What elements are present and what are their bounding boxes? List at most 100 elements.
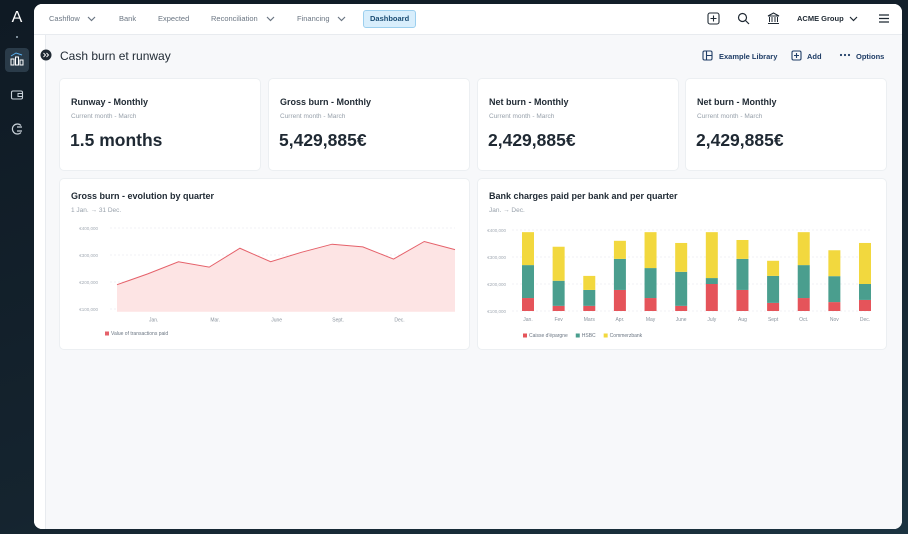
bar-segment: [797, 298, 810, 311]
nav-item[interactable]: Cashflow: [49, 14, 80, 23]
bar-segment: [552, 246, 565, 281]
action[interactable]: Example Library: [719, 52, 778, 61]
x-tick-label: July: [707, 317, 716, 323]
bar-segment: [552, 305, 565, 311]
y-tick-label: €100,000: [79, 307, 98, 312]
search-icon[interactable]: [737, 12, 750, 25]
bar-segment: [705, 284, 718, 311]
x-tick-label: Apr.: [615, 317, 624, 323]
bar-segment: [828, 302, 841, 311]
nav-item[interactable]: Expected: [158, 14, 190, 23]
kpi-card: Net burn - Monthly Current month - March 2…: [686, 79, 886, 170]
chevron[interactable]: [337, 15, 346, 23]
x-tick-label: Sept.: [332, 318, 344, 324]
action[interactable]: Add: [807, 52, 822, 61]
x-tick-label: Nov: [830, 317, 839, 323]
kpi-title: Runway - Monthly: [71, 97, 148, 107]
org-name[interactable]: ACME Group: [797, 14, 844, 23]
legend-label: Commerzbank: [610, 333, 643, 339]
wallet-icon[interactable]: [10, 88, 24, 102]
sidebar: A: [0, 0, 34, 534]
kpi-subtitle: Current month - March: [697, 113, 763, 120]
kpi-value: 2,429,885€: [488, 130, 576, 150]
bank-icon[interactable]: [767, 12, 780, 25]
kpi-value: 1.5 months: [70, 130, 163, 150]
collapse-button[interactable]: [40, 49, 52, 61]
page-title: Cash burn et runway: [60, 49, 171, 63]
kpi-title: Net burn - Monthly: [697, 97, 777, 107]
bar-segment: [767, 275, 780, 303]
kpi-value: 2,429,885€: [696, 130, 784, 150]
menu-icon[interactable]: [878, 13, 890, 24]
bar-segment: [583, 305, 596, 311]
chevron[interactable]: [87, 15, 96, 23]
x-tick-label: Jan.: [149, 318, 158, 324]
action[interactable]: Options: [856, 52, 885, 61]
bar-segment: [675, 305, 688, 311]
add-box-icon[interactable]: [791, 50, 802, 61]
chart-subtitle: Jan. → Dec.: [489, 207, 525, 214]
y-tick-label: €100,000: [487, 309, 506, 314]
integrations-icon[interactable]: [10, 122, 24, 136]
kpi-card: Runway - Monthly Current month - March 1.5…: [60, 79, 260, 170]
bar-segment: [613, 258, 626, 290]
kpi-subtitle: Current month - March: [280, 113, 346, 120]
legend-swatch: [523, 333, 527, 338]
nav-item[interactable]: Financing: [297, 14, 330, 23]
bar-segment: [522, 232, 534, 266]
dot: [16, 36, 18, 38]
x-tick-label: Dec.: [394, 318, 404, 324]
x-tick-label: Fev: [554, 317, 563, 323]
bar-segment: [859, 299, 871, 311]
x-tick-label: June: [271, 318, 282, 324]
bar-segment: [644, 232, 657, 269]
logo: A: [11, 9, 23, 26]
icon: [10, 52, 24, 66]
bar-segment: [705, 278, 718, 284]
chart-card: Gross burn - evolution by quarter 1 Jan. …: [60, 179, 469, 349]
x-tick-label: June: [676, 317, 687, 323]
dots-icon[interactable]: [839, 52, 851, 58]
nav-dashboard-icon[interactable]: [5, 48, 29, 72]
y-tick-label: €400,000: [487, 228, 506, 233]
line: [116, 240, 456, 286]
legend-label: Value of transactions paid: [111, 331, 168, 337]
bar-segment: [644, 298, 657, 311]
bar-segment: [859, 242, 871, 284]
chart: Bank charges paid per bank and per quart…: [487, 191, 871, 339]
kpi-value: 5,429,885€: [279, 130, 367, 150]
y-tick-label: €300,000: [79, 253, 98, 258]
x-tick-label: Jan.: [523, 317, 532, 323]
x-tick-label: May: [646, 317, 656, 323]
nav-item[interactable]: Reconciliation: [211, 14, 258, 23]
bar-segment: [828, 276, 841, 303]
bar-segment: [552, 280, 565, 306]
y-tick-label: €200,000: [79, 280, 98, 285]
bar-segment: [797, 232, 810, 266]
bar-segment: [675, 242, 688, 272]
bar-segment: [613, 240, 626, 259]
kpi-title: Gross burn - Monthly: [280, 97, 371, 107]
chevron[interactable]: [849, 15, 858, 23]
main-panel: Cashflow Bank Expected Reconciliation Fi…: [34, 4, 902, 529]
bar-segment: [767, 302, 780, 311]
bar-segment: [797, 265, 810, 299]
chart: Gross burn - evolution by quarter 1 Jan. …: [71, 191, 456, 337]
legend-swatch: [603, 333, 608, 338]
legend-swatch: [105, 331, 109, 336]
chart-card: Bank charges paid per bank and per quart…: [478, 179, 886, 349]
nav-item-active[interactable]: Dashboard: [363, 10, 417, 28]
bar-segment: [736, 239, 749, 259]
bar-segment: [522, 265, 534, 299]
kpi-subtitle: Current month - March: [71, 113, 137, 120]
chevron[interactable]: [266, 15, 275, 23]
nav-item[interactable]: Bank: [119, 14, 137, 23]
x-tick-label: Mars: [584, 317, 596, 323]
kpi-card: Gross burn - Monthly Current month - Marc…: [269, 79, 469, 170]
library-icon[interactable]: [702, 50, 713, 61]
add-icon[interactable]: [707, 12, 720, 25]
bar-segment: [736, 258, 749, 290]
chart-title: Bank charges paid per bank and per quart…: [489, 191, 678, 201]
y-tick-label: €200,000: [487, 282, 506, 287]
